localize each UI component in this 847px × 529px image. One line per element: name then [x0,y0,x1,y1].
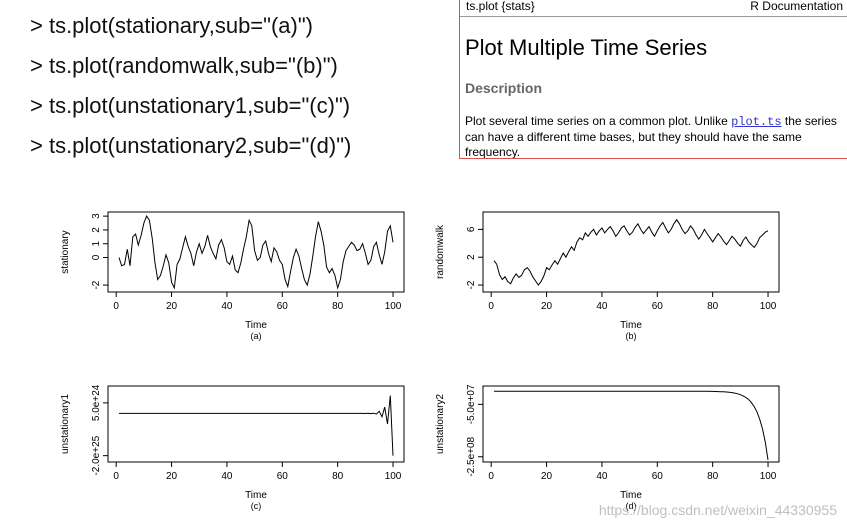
chart-4-xtick-label-3: 60 [652,471,664,482]
chart-2-xlabel: Time [620,320,642,331]
help-description: Plot several time series on a common plo… [465,114,843,159]
chart-3-sub: (c) [251,501,262,511]
chart-2-ylabel: randomwalk [435,224,446,279]
help-desc-text-1: Plot several time series on a common plo… [465,114,732,128]
chart-4-ytick-label-1: -2.5e+08 [466,436,477,476]
code-line-1: > ts.plot(stationary,sub="(a)") [30,13,313,38]
chart-1-ytick-label-3: 2 [91,227,102,233]
code-line-3: > ts.plot(unstationary1,sub="(c)") [30,93,351,118]
chart-3-series-line [119,395,394,456]
help-desc-text-2: the series can have a different time bas… [465,114,837,159]
chart-1-ytick-label-0: -2 [91,280,102,289]
chart-4-ytick-label-0: -5.0e+07 [466,384,477,424]
chart-4-xlabel: Time [620,490,642,501]
chart-1-xtick-label-2: 40 [221,301,233,312]
chart-2-series-line [493,218,769,286]
chart-2-xtick-label-3: 60 [652,301,664,312]
chart-3-xtick-label-3: 60 [277,471,289,482]
chart-2-ytick-label-0: -2 [466,280,477,289]
chart-1-xtick-label-3: 60 [277,301,289,312]
chart-1-xlabel: Time [245,320,267,331]
watermark: https://blog.csdn.net/weixin_44330955 [598,502,837,518]
chart-2-xtick-label-2: 40 [596,301,608,312]
code-line-4: > ts.plot(unstationary2,sub="(d)") [30,133,352,158]
help-package-label: ts.plot {stats} [466,0,535,13]
code-block: > ts.plot(stationary,sub="(a)") > ts.plo… [30,6,351,166]
chart-4-xtick-label-0: 0 [488,471,494,482]
chart-3-xtick-label-2: 40 [221,471,233,482]
help-title: Plot Multiple Time Series [465,35,708,60]
help-doc-label: R Documentation [750,0,843,13]
help-desc-link[interactable]: plot.ts [731,115,782,129]
chart-4-xtick-label-1: 20 [541,471,553,482]
chart-3-ytick-label-0: -2.0e+25 [91,435,102,475]
chart-1-xtick-label-4: 80 [332,301,344,312]
chart-1-ytick-label-4: 3 [91,213,102,219]
chart-2-frame [482,211,780,293]
chart-4-ylabel: unstationary2 [435,394,446,454]
help-section-heading: Description [465,80,543,96]
chart-1-frame [107,211,405,293]
chart-3-xtick-label-5: 100 [385,471,402,482]
chart-4-xtick-label-2: 40 [596,471,608,482]
chart-1-ytick-label-2: 1 [91,241,102,247]
chart-1-xtick-label-5: 100 [385,301,402,312]
chart-2-sub: (b) [626,331,637,341]
chart-3-xtick-label-0: 0 [113,471,119,482]
chart-4-series-line [494,390,769,460]
chart-4-sub: (d) [626,501,637,511]
chart-3-ytick-label-1: 5.0e+24 [91,384,102,421]
chart-1-sub: (a) [251,331,262,341]
chart-1-xtick-label-1: 20 [166,301,178,312]
chart-2-xtick-label-1: 20 [541,301,553,312]
chart-4-xtick-label-5: 100 [760,471,777,482]
chart-4-xtick-label-4: 80 [707,471,719,482]
chart-3-xtick-label-1: 20 [166,471,178,482]
chart-3-ylabel: unstationary1 [60,394,71,454]
chart-4-frame [482,385,780,463]
chart-2-xtick-label-5: 100 [760,301,777,312]
help-header: ts.plot {stats} R Documentation [460,0,847,17]
chart-2-ytick-label-1: 2 [466,254,477,260]
chart-2-xtick-label-0: 0 [488,301,494,312]
chart-3-xtick-label-4: 80 [332,471,344,482]
chart-1-ylabel: stationary [60,230,71,273]
chart-1-xtick-label-0: 0 [113,301,119,312]
chart-2-ytick-label-2: 6 [466,226,477,232]
code-line-2: > ts.plot(randomwalk,sub="(b)") [30,53,338,78]
chart-3-xlabel: Time [245,490,267,501]
chart-1-series-line [118,215,394,290]
chart-2-xtick-label-4: 80 [707,301,719,312]
chart-1-ytick-label-1: 0 [91,254,102,260]
help-panel: ts.plot {stats} R Documentation Plot Mul… [459,0,847,159]
chart-3-frame [107,385,405,463]
